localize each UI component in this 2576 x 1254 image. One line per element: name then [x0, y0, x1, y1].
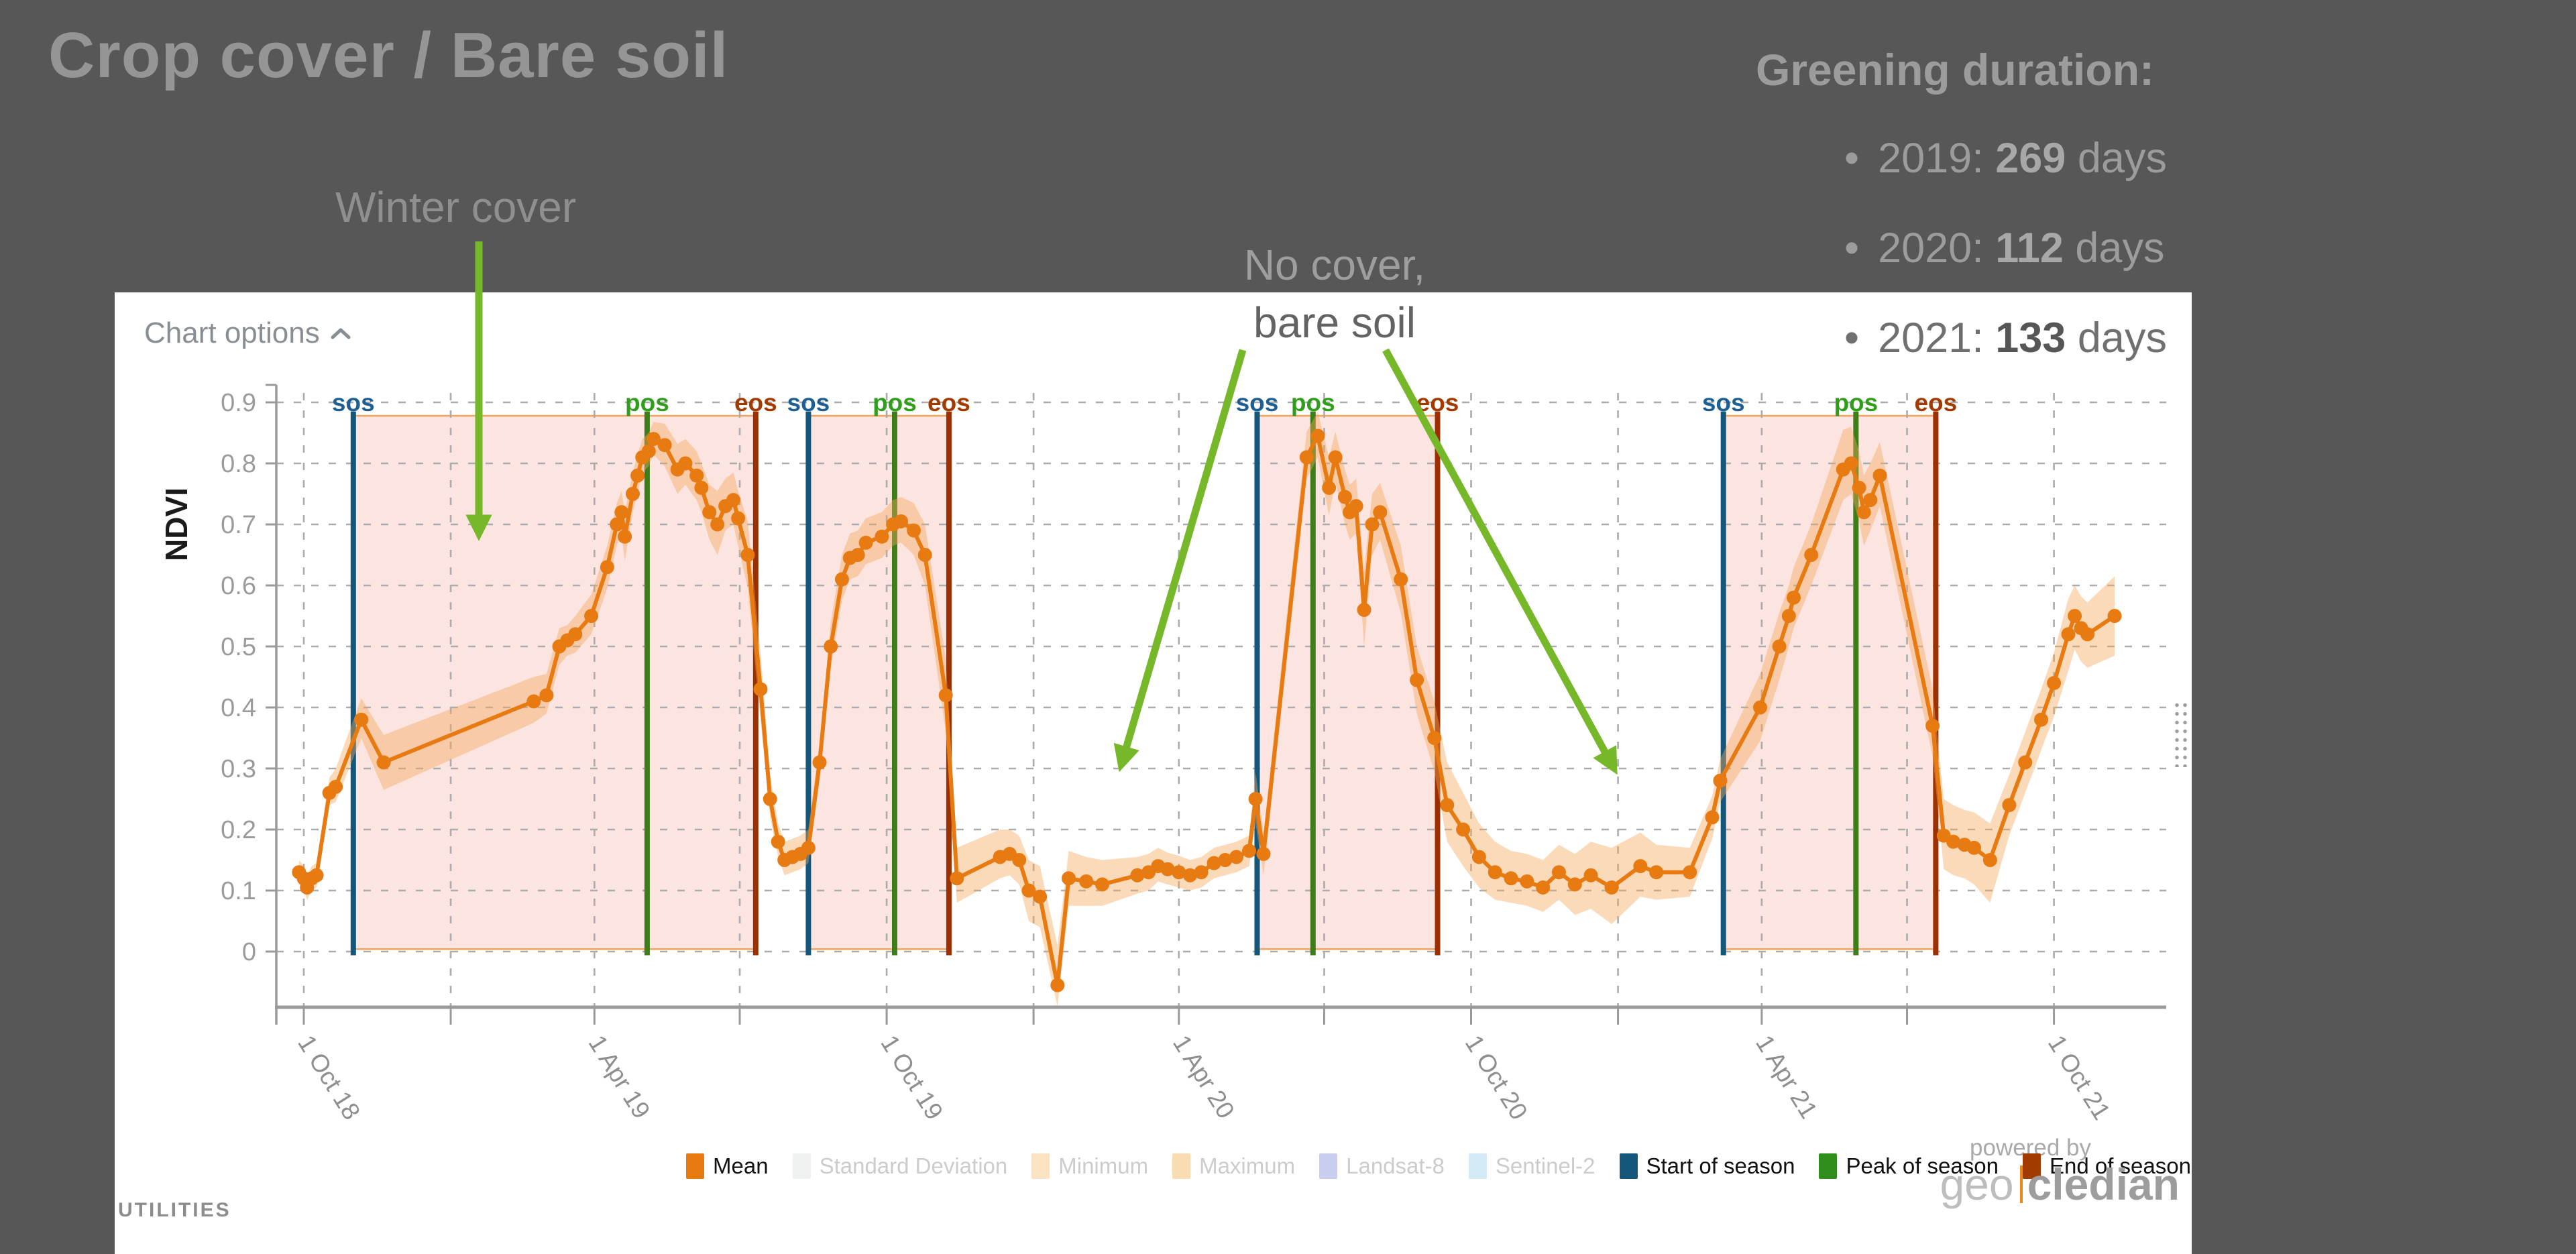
legend-label: Peak of season: [1846, 1153, 1999, 1178]
legend-label: Mean: [713, 1153, 769, 1178]
legend-item-landsat-8[interactable]: Landsat-8: [1319, 1153, 1445, 1179]
chart-options-label: Chart options: [144, 317, 320, 349]
greening-days: 269: [1995, 135, 2066, 182]
logo-divider: [2019, 1165, 2023, 1203]
legend-swatch-icon: [792, 1153, 811, 1179]
greening-suffix: days: [2075, 225, 2165, 272]
svg-text:pos: pos: [625, 389, 669, 416]
page-title: Crop cover / Bare soil: [48, 19, 729, 91]
greening-duration-block: Greening duration: • 2019: 269 days • 2020…: [1756, 44, 2265, 404]
svg-text:eos: eos: [1914, 389, 1957, 416]
svg-text:sos: sos: [1702, 389, 1745, 416]
logo-geo: geo: [1940, 1159, 2014, 1209]
greening-year: 2021:: [1878, 315, 1984, 361]
greening-item-2019: • 2019: 269 days: [1844, 134, 2265, 182]
greening-days: 133: [1995, 315, 2066, 361]
svg-text:1 Oct 21: 1 Oct 21: [2043, 1031, 2116, 1125]
legend-swatch-icon: [1031, 1153, 1050, 1179]
legend-item-start-of-season[interactable]: Start of season: [1619, 1153, 1795, 1179]
axes: [266, 384, 2166, 1025]
legend-item-minimum[interactable]: Minimum: [1031, 1153, 1148, 1179]
svg-text:sos: sos: [787, 389, 830, 416]
legend-item-maximum[interactable]: Maximum: [1172, 1153, 1295, 1179]
legend-swatch-icon: [1819, 1153, 1838, 1179]
legend-label: Sentinel-2: [1495, 1153, 1595, 1178]
svg-text:0.5: 0.5: [221, 633, 256, 661]
svg-text:0.1: 0.1: [221, 877, 256, 905]
svg-text:sos: sos: [1236, 389, 1279, 416]
svg-text:pos: pos: [873, 389, 917, 416]
no-cover-line2: bare soil: [1253, 298, 1416, 347]
greening-item-2021: • 2021: 133 days: [1844, 314, 2265, 362]
greening-suffix: days: [2077, 135, 2167, 182]
legend-label: Start of season: [1646, 1153, 1795, 1178]
svg-text:0.4: 0.4: [221, 694, 256, 722]
svg-text:0.3: 0.3: [221, 755, 256, 783]
chart-legend: Mean Standard Deviation Minimum Maximum Land…: [686, 1153, 2191, 1179]
svg-text:0.9: 0.9: [221, 389, 256, 417]
chevron-up-icon: [331, 328, 351, 339]
legend-label: Minimum: [1058, 1153, 1149, 1178]
svg-text:eos: eos: [734, 389, 777, 416]
y-axis-labels: 0 0.1 0.2 0.3 0.4 0.5 0.6 0.7 0.8 0.9: [221, 389, 256, 966]
chart-options-toggle[interactable]: Chart options: [144, 317, 351, 350]
legend-label: Landsat-8: [1346, 1153, 1445, 1178]
svg-text:1 Oct 19: 1 Oct 19: [875, 1031, 948, 1125]
svg-text:0.6: 0.6: [221, 572, 256, 600]
svg-text:0.2: 0.2: [221, 816, 256, 844]
geocledian-logo: geo cledian: [1940, 1159, 2180, 1210]
legend-item-standard-deviation[interactable]: Standard Deviation: [792, 1153, 1008, 1179]
legend-swatch-icon: [1468, 1153, 1487, 1179]
svg-text:1 Oct 18: 1 Oct 18: [292, 1031, 366, 1125]
svg-text:1 Apr 20: 1 Apr 20: [1168, 1031, 1240, 1124]
svg-text:eos: eos: [928, 389, 970, 416]
legend-swatch-icon: [686, 1153, 704, 1179]
y-axis-title: NDVI: [159, 488, 194, 561]
minmax-band: [298, 411, 2115, 1007]
svg-text:0.7: 0.7: [221, 511, 256, 539]
svg-text:sos: sos: [332, 389, 375, 416]
legend-label: Standard Deviation: [819, 1153, 1008, 1178]
svg-text:0: 0: [242, 938, 256, 966]
x-axis-labels: 1 Oct 18 1 Apr 19 1 Oct 19 1 Apr 20 1 Oct 20…: [292, 1031, 2115, 1125]
svg-text:pos: pos: [1834, 389, 1878, 416]
no-cover-annotation: No cover, bare soil: [1187, 236, 1482, 351]
legend-item-end-of-season[interactable]: End of season: [2022, 1153, 2191, 1179]
logo-cledian: cledian: [2027, 1159, 2180, 1209]
legend-item-mean[interactable]: Mean: [686, 1153, 769, 1179]
legend-swatch-icon: [2022, 1153, 2041, 1179]
legend-swatch-icon: [1619, 1153, 1638, 1179]
legend-item-peak-of-season[interactable]: Peak of season: [1819, 1153, 1999, 1179]
legend-item-sentinel-2[interactable]: Sentinel-2: [1468, 1153, 1595, 1179]
mean-points: [292, 429, 2122, 992]
legend-label: Maximum: [1199, 1153, 1296, 1178]
legend-swatch-icon: [1319, 1153, 1338, 1179]
ndvi-chart[interactable]: sos pos eos sos pos eos sos pos eos sos pos eos00.1…: [115, 292, 2192, 1254]
greening-year: 2020:: [1878, 225, 1984, 272]
bullet-icon: •: [1844, 135, 1860, 182]
bullet-icon: •: [1844, 225, 1860, 272]
svg-text:1 Apr 21: 1 Apr 21: [1750, 1031, 1823, 1124]
svg-text:0.8: 0.8: [221, 450, 256, 478]
svg-text:pos: pos: [1291, 389, 1335, 416]
winter-cover-annotation: Winter cover: [335, 183, 577, 231]
greening-days: 112: [1995, 225, 2064, 272]
greening-heading: Greening duration:: [1756, 45, 2154, 95]
svg-text:eos: eos: [1416, 389, 1459, 416]
greening-suffix: days: [2077, 315, 2167, 361]
drag-handle-icon[interactable]: [2172, 700, 2188, 767]
svg-text:1 Apr 19: 1 Apr 19: [583, 1031, 656, 1124]
utilities-section-header[interactable]: UTILITIES: [118, 1199, 231, 1221]
chart-panel: Chart options sos pos eos sos pos eos sos pos eo…: [115, 292, 2192, 1254]
greening-item-2020: • 2020: 112 days: [1844, 224, 2265, 272]
no-cover-line1: No cover,: [1243, 241, 1426, 289]
bullet-icon: •: [1844, 315, 1860, 361]
svg-text:1 Oct 20: 1 Oct 20: [1460, 1031, 1533, 1125]
legend-swatch-icon: [1172, 1153, 1191, 1179]
greening-year: 2019:: [1878, 135, 1984, 182]
legend-label: End of season: [2049, 1153, 2191, 1178]
